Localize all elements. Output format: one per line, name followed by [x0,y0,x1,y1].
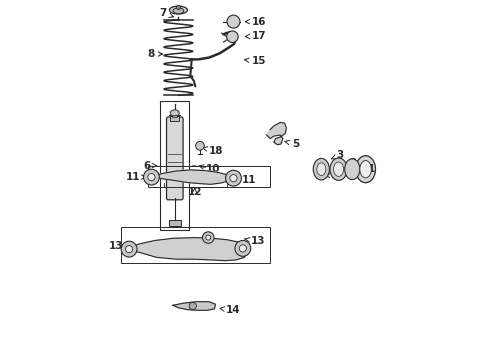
Ellipse shape [345,159,360,180]
Bar [121,227,270,263]
Polygon shape [153,170,233,184]
Text: 11: 11 [125,172,146,182]
Bar [160,101,189,230]
Text: 17: 17 [245,31,267,41]
Text: 5: 5 [285,139,299,149]
Circle shape [227,31,238,42]
Bar [148,166,270,187]
Text: 14: 14 [220,305,241,315]
Circle shape [225,170,242,186]
Circle shape [144,169,159,185]
Ellipse shape [317,163,326,175]
Bar [171,116,179,121]
Ellipse shape [356,156,375,183]
Ellipse shape [173,8,184,14]
Circle shape [239,245,246,252]
Circle shape [202,232,214,243]
Text: 9: 9 [201,235,208,246]
Text: 6: 6 [144,161,157,171]
Circle shape [235,240,251,256]
Bar [169,220,180,226]
Polygon shape [267,122,286,145]
Text: 2: 2 [343,158,357,168]
Text: 12: 12 [187,186,202,197]
Circle shape [148,174,155,181]
Text: 15: 15 [245,56,267,66]
FancyBboxPatch shape [167,117,183,200]
Text: 1: 1 [361,164,375,174]
Ellipse shape [170,6,187,14]
Text: 10: 10 [199,164,220,174]
Polygon shape [173,302,216,310]
Circle shape [125,246,133,253]
Bar [172,115,177,117]
Circle shape [206,235,211,240]
Ellipse shape [360,161,371,178]
Circle shape [189,302,196,310]
Text: 3: 3 [331,150,344,160]
Text: 8: 8 [147,49,163,59]
Circle shape [230,175,237,182]
Ellipse shape [171,110,179,116]
Ellipse shape [334,162,343,176]
Polygon shape [128,238,248,261]
Ellipse shape [330,158,347,180]
Text: 13: 13 [245,236,265,246]
Circle shape [121,241,137,257]
Text: 11: 11 [235,175,256,185]
Text: 7: 7 [159,8,173,18]
Text: 18: 18 [203,146,223,156]
Circle shape [227,15,240,28]
Ellipse shape [313,158,329,180]
Text: 4: 4 [326,172,339,182]
Text: 16: 16 [245,17,267,27]
Text: 13: 13 [109,240,130,251]
Circle shape [196,141,204,150]
